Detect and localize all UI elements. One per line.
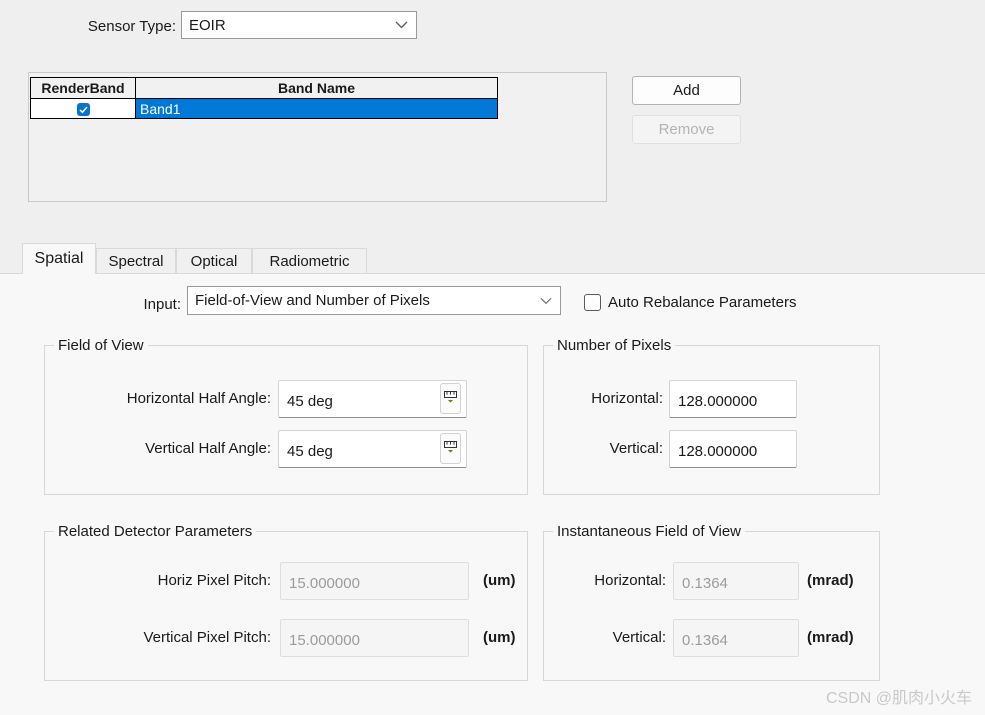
pixels-horizontal-input[interactable] bbox=[669, 380, 797, 418]
input-mode-value: Field-of-View and Number of Pixels bbox=[195, 292, 430, 309]
unit-spinner-button[interactable] bbox=[440, 433, 461, 464]
ifov-vertical-unit: (mrad) bbox=[807, 629, 854, 646]
remove-button[interactable]: Remove bbox=[632, 115, 741, 144]
vertical-pixel-pitch-input bbox=[280, 619, 469, 657]
ruler-icon bbox=[444, 440, 457, 458]
renderband-checkbox[interactable] bbox=[76, 103, 90, 117]
column-header-renderband[interactable]: RenderBand bbox=[30, 77, 136, 99]
auto-rebalance-checkbox[interactable] bbox=[584, 294, 601, 311]
horiz-pixel-pitch-label: Horiz Pixel Pitch: bbox=[157, 572, 271, 589]
sensor-type-dropdown[interactable]: EOIR bbox=[181, 11, 417, 39]
group-instantaneous-field-of-view: Instantaneous Field of View Horizontal: … bbox=[543, 522, 880, 681]
auto-rebalance-label: Auto Rebalance Parameters bbox=[608, 294, 797, 311]
vertical-half-angle-label: Vertical Half Angle: bbox=[145, 440, 271, 457]
group-title: Field of View bbox=[54, 336, 148, 356]
ifov-vertical-label: Vertical: bbox=[612, 629, 666, 646]
vertical-half-angle-input[interactable] bbox=[278, 430, 467, 468]
spatial-tab-panel: Input: Field-of-View and Number of Pixel… bbox=[0, 273, 985, 715]
column-header-bandname[interactable]: Band Name bbox=[135, 77, 498, 99]
tab-spectral[interactable]: Spectral bbox=[96, 248, 176, 273]
group-title: Related Detector Parameters bbox=[54, 522, 257, 542]
unit-spinner-button[interactable] bbox=[440, 383, 461, 414]
band-name-cell[interactable]: Band1 bbox=[135, 98, 498, 119]
table-row[interactable]: Band1 bbox=[30, 98, 498, 119]
csdn-watermark: CSDN @肌肉小火车 bbox=[825, 690, 972, 707]
group-number-of-pixels: Number of Pixels Horizontal: Vertical: bbox=[543, 336, 880, 495]
renderband-cell[interactable] bbox=[30, 98, 136, 119]
sensor-type-label: Sensor Type: bbox=[87, 18, 176, 35]
ifov-horizontal-label: Horizontal: bbox=[594, 572, 666, 589]
sensor-type-value: EOIR bbox=[189, 16, 226, 34]
horizontal-half-angle-input[interactable] bbox=[278, 380, 467, 418]
horizontal-half-angle-label: Horizontal Half Angle: bbox=[126, 390, 271, 407]
chevron-down-icon bbox=[395, 21, 408, 29]
add-button[interactable]: Add bbox=[632, 76, 741, 105]
group-title: Instantaneous Field of View bbox=[553, 522, 746, 542]
tab-optical[interactable]: Optical bbox=[176, 248, 252, 273]
group-field-of-view: Field of View Horizontal Half Angle: Ver… bbox=[44, 336, 528, 495]
group-related-detector-parameters: Related Detector Parameters Horiz Pixel … bbox=[44, 522, 528, 681]
horiz-pixel-pitch-unit: (um) bbox=[483, 572, 516, 589]
band-table: RenderBand Band Name Band1 bbox=[30, 77, 498, 119]
pixels-vertical-label: Vertical: bbox=[609, 440, 663, 457]
pixels-vertical-input[interactable] bbox=[669, 430, 797, 468]
ifov-horizontal-input bbox=[673, 562, 799, 600]
group-title: Number of Pixels bbox=[553, 336, 676, 356]
input-mode-label: Input: bbox=[143, 296, 181, 313]
vertical-pixel-pitch-unit: (um) bbox=[483, 629, 516, 646]
input-mode-dropdown[interactable]: Field-of-View and Number of Pixels bbox=[187, 286, 561, 315]
tab-spatial[interactable]: Spatial bbox=[22, 243, 96, 274]
horiz-pixel-pitch-input bbox=[280, 562, 469, 600]
ifov-horizontal-unit: (mrad) bbox=[807, 572, 854, 589]
pixels-horizontal-label: Horizontal: bbox=[591, 390, 663, 407]
band-table-container: RenderBand Band Name Band1 bbox=[28, 72, 607, 202]
vertical-pixel-pitch-label: Vertical Pixel Pitch: bbox=[143, 629, 271, 646]
ruler-icon bbox=[444, 390, 457, 408]
band-table-header-row: RenderBand Band Name bbox=[30, 77, 498, 99]
chevron-down-icon bbox=[540, 297, 552, 305]
tab-radiometric[interactable]: Radiometric bbox=[252, 248, 367, 273]
ifov-vertical-input bbox=[673, 619, 799, 657]
